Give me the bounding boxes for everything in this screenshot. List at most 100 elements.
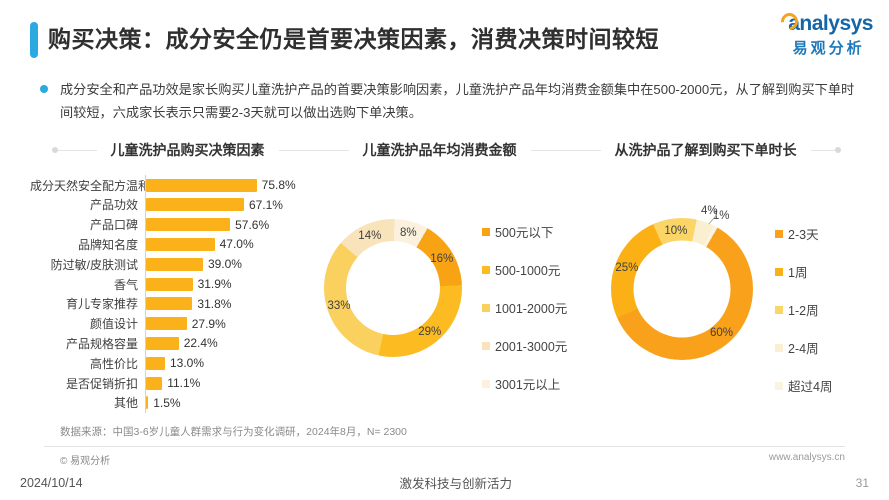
bar-value-label: 31.8% <box>197 296 232 311</box>
bar-fill <box>146 336 179 350</box>
bar-category-label: 产品口碑 <box>89 218 138 233</box>
bar-fill <box>146 297 193 311</box>
page-title: 购买决策：成分安全仍是首要决策因素，消费决策时间较短 <box>48 26 659 53</box>
bar-category-label: 品牌知名度 <box>77 237 138 252</box>
bar-track: 67.1% <box>145 194 322 215</box>
bar-category-label: 颜值设计 <box>89 317 138 332</box>
legend-label: 1-2周 <box>788 304 819 319</box>
summary-text: 成分安全和产品功效是家长购买儿童洗护产品的首要决策影响因素，儿童洗护产品年均消费… <box>60 82 855 121</box>
legend-item: 2001-3000元 <box>482 336 567 355</box>
footer-bottom-row: 2024/10/14 激发科技与创新活力 31 <box>20 473 869 492</box>
summary-bullet: 成分安全和产品功效是家长购买儿童洗护产品的首要决策影响因素，儿童洗护产品年均消费… <box>40 78 855 124</box>
bar-category-label: 是否促销折扣 <box>65 376 138 391</box>
bar-category-label: 育儿专家推荐 <box>65 297 138 312</box>
legend-label: 500元以下 <box>495 226 554 241</box>
legend-label: 3001元以上 <box>495 378 561 393</box>
legend-marker-icon <box>482 303 490 312</box>
bar-fill <box>146 237 215 251</box>
bar-value-label: 47.0% <box>219 237 254 252</box>
bar-value-label: 67.1% <box>248 197 283 212</box>
legend-marker-icon <box>775 267 783 276</box>
decor-line <box>278 149 349 151</box>
bar-value-label: 31.9% <box>197 277 232 292</box>
legend-item: 500元以下 <box>482 222 567 241</box>
donut-slice-label: 1% <box>712 210 730 223</box>
bar-row: 其他 1.5% <box>30 392 322 413</box>
bar-track: 27.9% <box>145 313 322 334</box>
bar-track: 31.8% <box>145 293 322 314</box>
bar-fill <box>146 257 203 271</box>
legend-marker-icon <box>482 227 490 236</box>
donut-slice-label: 16% <box>430 252 454 265</box>
bar-fill <box>146 277 193 291</box>
bar-category-label: 香气 <box>113 277 138 292</box>
bar-category-label: 产品规格容量 <box>65 336 138 351</box>
bar-value-label: 22.4% <box>183 336 218 351</box>
charts-area: 成分天然安全配方温和 75.8% 产品功效 67.1% 产品口碑 57.6% 品牌知名度 47… <box>0 160 889 424</box>
bar-fill <box>146 218 231 232</box>
decor-dot-left <box>52 147 58 154</box>
legend-item: 1周 <box>775 262 832 281</box>
bar-track: 1.5% <box>145 392 322 413</box>
copyright: © 易观分析 <box>60 456 111 467</box>
legend-label: 1周 <box>788 266 808 281</box>
bar-value-label: 57.6% <box>235 217 270 232</box>
bar-fill <box>146 178 257 192</box>
bar-value-label: 1.5% <box>153 395 181 410</box>
donut-ring <box>324 219 462 358</box>
bar-value-label: 27.9% <box>191 316 226 331</box>
legend-item: 2-3天 <box>775 224 832 243</box>
donut-chart-spending: 16% 29% 33% 14% 8% 500元以下 500-1000元 1001-2000元… <box>322 160 602 424</box>
bar-track: 57.6% <box>145 214 322 235</box>
legend-marker-icon <box>775 305 783 314</box>
decor-line <box>810 149 835 151</box>
bar-row: 颜值设计 27.9% <box>30 313 322 334</box>
page-number: 31 <box>855 475 869 490</box>
title-wrap: 购买决策：成分安全仍是首要决策因素，消费决策时间较短 <box>30 22 859 58</box>
bar-chart-rows: 成分天然安全配方温和 75.8% 产品功效 67.1% 产品口碑 57.6% 品牌知名度 47… <box>30 175 322 413</box>
bar-category-label: 高性价比 <box>89 356 138 371</box>
logo-wordmark: analysys <box>777 9 873 36</box>
header: 购买决策：成分安全仍是首要决策因素，消费决策时间较短 analysys 易观分析 <box>0 0 889 58</box>
bar-row: 品牌知名度 47.0% <box>30 234 322 255</box>
bar-fill <box>146 376 163 390</box>
legend-item: 超过4周 <box>775 376 832 395</box>
bar-track: 13.0% <box>145 353 322 374</box>
donut-slice-label: 25% <box>615 262 639 275</box>
donut-slice-label: 33% <box>327 300 351 313</box>
data-source: 数据来源：中国3-6岁儿童人群需求与行为变化调研，2024年8月，N= 2300 <box>60 426 407 438</box>
bar-row: 产品口碑 57.6% <box>30 214 322 235</box>
legend-marker-icon <box>775 343 783 352</box>
bar-track: 39.0% <box>145 254 322 275</box>
bar-category-label: 产品功效 <box>89 198 138 213</box>
legend-label: 超过4周 <box>788 380 833 395</box>
legend-item: 500-1000元 <box>482 260 567 279</box>
analysys-logo: analysys 易观分析 <box>777 9 873 58</box>
donut-slice-label: 8% <box>400 227 417 240</box>
bar-fill <box>146 356 165 370</box>
bar-row: 育儿专家推荐 31.8% <box>30 293 322 314</box>
donut-ring <box>611 218 753 361</box>
bar-fill <box>146 198 244 212</box>
bar-row: 产品功效 67.1% <box>30 194 322 215</box>
bar-row: 是否促销折扣 11.1% <box>30 373 322 393</box>
decor-line <box>58 149 97 151</box>
donut1-legend: 500元以下 500-1000元 1001-2000元 2001-3000元 3001元… <box>482 222 567 424</box>
decor-line <box>530 149 601 151</box>
donut2-legend: 2-3天 1周 1-2周 2-4周 超过4周 <box>775 224 832 424</box>
bar-row: 防过敏/皮肤测试 39.0% <box>30 254 322 275</box>
legend-label: 2001-3000元 <box>495 340 568 355</box>
donut-chart-purchase-time: 60% 25% 10% 4% 1% 2-3天 1周 1-2周 2-4周 超过4周 <box>602 160 889 424</box>
website-url: www.analysys.cn <box>768 452 845 463</box>
slide-date: 2024/10/14 <box>20 475 83 490</box>
bar-row: 成分天然安全配方温和 75.8% <box>30 175 322 195</box>
bar-category-label: 防过敏/皮肤测试 <box>50 257 138 272</box>
bullet-dot-icon <box>40 85 48 93</box>
bar-chart: 成分天然安全配方温和 75.8% 产品功效 67.1% 产品口碑 57.6% 品牌知名度 47… <box>30 160 322 424</box>
donut-slice-label: 14% <box>358 230 382 243</box>
legend-label: 2-3天 <box>788 228 819 243</box>
donut-slice-label: 29% <box>418 325 442 338</box>
legend-marker-icon <box>482 341 490 350</box>
title-accent-bar <box>30 22 38 58</box>
